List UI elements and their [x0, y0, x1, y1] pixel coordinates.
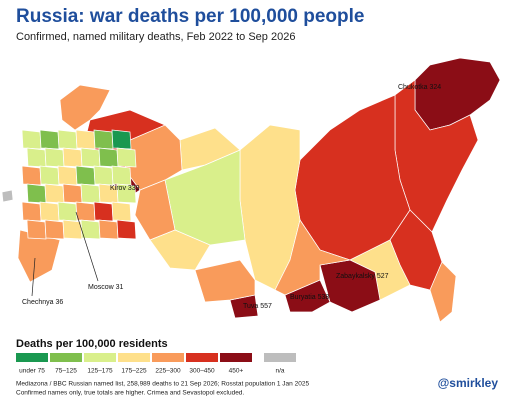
subtitle: Confirmed, named military deaths, Feb 20…: [16, 31, 295, 43]
region: [21, 129, 42, 150]
region: [21, 165, 42, 186]
region: [1, 189, 14, 203]
region: [62, 147, 83, 168]
map-label: Kirov 339: [110, 185, 140, 192]
legend-swatch: [84, 353, 116, 362]
region: [111, 129, 132, 150]
region: [57, 129, 78, 150]
region: [111, 201, 132, 222]
region: [39, 129, 60, 150]
legend-label: 75–125: [55, 368, 77, 375]
legend-title: Deaths per 100,000 residents: [16, 338, 168, 350]
map-label: Chechnya 36: [22, 299, 63, 306]
legend-label: 300–450: [189, 368, 215, 375]
title: Russia: war deaths per 100,000 people: [16, 6, 365, 27]
region: [26, 219, 47, 240]
map-labels: Chukotka 324 Kirov 339 Zabaykalsky 527 Bury…: [22, 84, 441, 310]
region: [116, 147, 137, 168]
legend-label: 450+: [229, 368, 244, 375]
map-label: Buryatia 538: [290, 294, 329, 301]
region: [62, 183, 83, 204]
legend-swatch: [16, 353, 48, 362]
region: [274, 219, 351, 296]
region: [26, 147, 47, 168]
leader-line: [31, 257, 36, 297]
region: [93, 129, 114, 150]
map-label: Moscow 31: [88, 284, 124, 291]
region: [80, 219, 101, 240]
region: [57, 165, 78, 186]
region: [111, 165, 132, 186]
legend-swatch: [264, 353, 296, 362]
legend-swatch: [152, 353, 184, 362]
region: [57, 201, 78, 222]
map: [1, 57, 501, 323]
region: [116, 219, 137, 240]
region: [26, 183, 47, 204]
legend-label: 125–175: [87, 368, 113, 375]
map-label: Tuva 557: [243, 303, 272, 310]
region: [75, 165, 96, 186]
region: [116, 183, 137, 204]
region: [414, 57, 501, 131]
legend-label: 225–300: [155, 368, 181, 375]
region: [429, 261, 457, 323]
legend-label: under 75: [19, 368, 45, 375]
region: [80, 147, 101, 168]
legend-swatch: [118, 353, 150, 362]
handle: @smirkley: [438, 376, 499, 390]
region: [39, 201, 60, 222]
map-label: Zabaykalsky 527: [336, 273, 389, 280]
region: [39, 165, 60, 186]
legend: under 75 75–125 125–175 175–225 225–300 300–4…: [16, 353, 296, 375]
legend-label: 175–225: [121, 368, 147, 375]
region: [44, 183, 65, 204]
leader-line: [75, 211, 99, 282]
region: [80, 183, 101, 204]
region: [44, 219, 65, 240]
footer-line: Mediazona / BBC Russian named list, 258,…: [16, 381, 309, 388]
region: [21, 201, 42, 222]
legend-swatch: [50, 353, 82, 362]
region: [93, 201, 114, 222]
map-label: Chukotka 324: [398, 84, 441, 91]
legend-label: n/a: [275, 368, 284, 375]
region: [93, 165, 114, 186]
legend-swatch: [220, 353, 252, 362]
region: [75, 129, 96, 150]
region: [44, 147, 65, 168]
region: [98, 219, 119, 240]
region: [98, 147, 119, 168]
region: [59, 84, 111, 131]
region: [62, 219, 83, 240]
region: [194, 259, 256, 303]
footer-line: Confirmed names only, true totals are hi…: [16, 390, 244, 397]
legend-swatch: [186, 353, 218, 362]
region: [75, 201, 96, 222]
region: [149, 229, 211, 271]
